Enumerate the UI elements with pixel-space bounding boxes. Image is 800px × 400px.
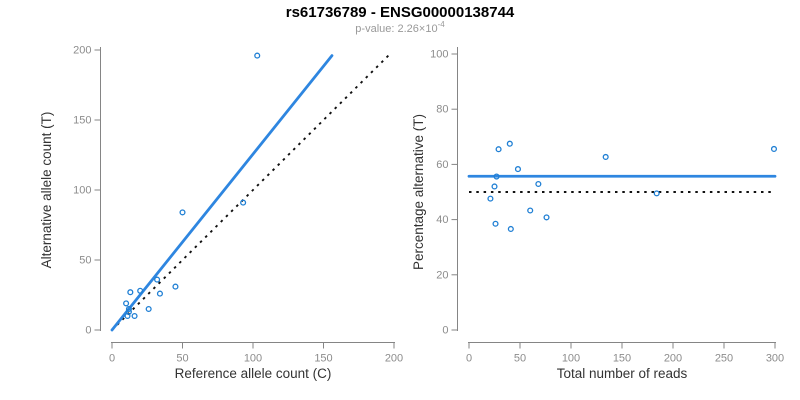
data-point	[254, 52, 261, 59]
x-tick-label: 50	[176, 353, 188, 365]
figure-subtitle: p-value: 2.26×10-4	[355, 20, 445, 35]
x-axis-title: Reference allele count (C)	[175, 366, 332, 381]
data-point	[125, 305, 132, 313]
x-tick-label: 0	[466, 353, 472, 365]
data-point	[123, 300, 130, 307]
data-point	[493, 173, 500, 180]
y-tick-label: 100	[430, 49, 448, 61]
y-tick-label: 150	[73, 115, 91, 127]
data-point	[527, 207, 534, 214]
x-tick-label: 50	[514, 353, 526, 365]
y-tick-label: 100	[73, 185, 91, 197]
data-point	[154, 276, 161, 283]
data-point	[653, 190, 660, 197]
identity-line	[111, 54, 390, 331]
y-tick-label: 20	[436, 269, 448, 281]
figure-title: rs61736789 - ENSG00000138744	[286, 4, 515, 21]
data-point	[491, 183, 498, 190]
y-tick-label: 0	[85, 325, 91, 337]
x-tick-label: 150	[314, 353, 332, 365]
data-point	[495, 146, 502, 153]
x-tick-label: 250	[715, 353, 733, 365]
pvalue-text: p-value: 2.26×10	[355, 23, 437, 35]
data-point	[535, 180, 542, 188]
data-point	[179, 209, 186, 216]
x-axis-title: Total number of reads	[557, 366, 688, 381]
y-tick-label: 200	[73, 45, 91, 57]
data-point	[172, 283, 179, 290]
right-panel-percentage: 0 20 40 60 80 100 0 50 100 150 200 250 300 Total numb…	[411, 47, 784, 381]
data-point	[127, 289, 134, 296]
data-point	[492, 220, 499, 227]
x-tick-label: 100	[562, 353, 580, 365]
data-point	[543, 214, 550, 221]
data-point	[602, 153, 609, 160]
y-axis-title: Alternative allele count (T)	[39, 112, 54, 269]
data-point	[506, 140, 513, 147]
x-tick-label: 150	[613, 353, 631, 365]
regression-line	[110, 54, 334, 332]
data-point	[487, 195, 494, 202]
x-tick-label: 0	[109, 353, 115, 365]
x-tick-label: 300	[766, 353, 784, 365]
x-tick-label: 200	[664, 353, 682, 365]
data-point	[145, 305, 152, 313]
data-point	[240, 199, 247, 206]
data-point	[507, 225, 514, 233]
data-point	[156, 290, 163, 297]
y-tick-label: 40	[436, 214, 448, 226]
left-panel-allele-counts: 0 50 100 150 200 0 50 100 150 200 Reference allele…	[39, 45, 403, 382]
x-tick-label: 100	[244, 353, 262, 365]
data-point	[137, 287, 144, 294]
x-tick-label: 200	[385, 353, 403, 365]
data-point	[770, 145, 778, 152]
y-tick-label: 50	[79, 255, 91, 267]
y-tick-label: 0	[442, 325, 448, 337]
y-tick-label: 60	[436, 159, 448, 171]
y-tick-label: 80	[436, 104, 448, 116]
data-point	[131, 312, 138, 320]
y-axis-title: Percentage alternative (T)	[411, 114, 426, 270]
pvalue-exponent: -4	[438, 20, 446, 29]
data-point	[124, 312, 131, 320]
data-point	[514, 166, 522, 173]
